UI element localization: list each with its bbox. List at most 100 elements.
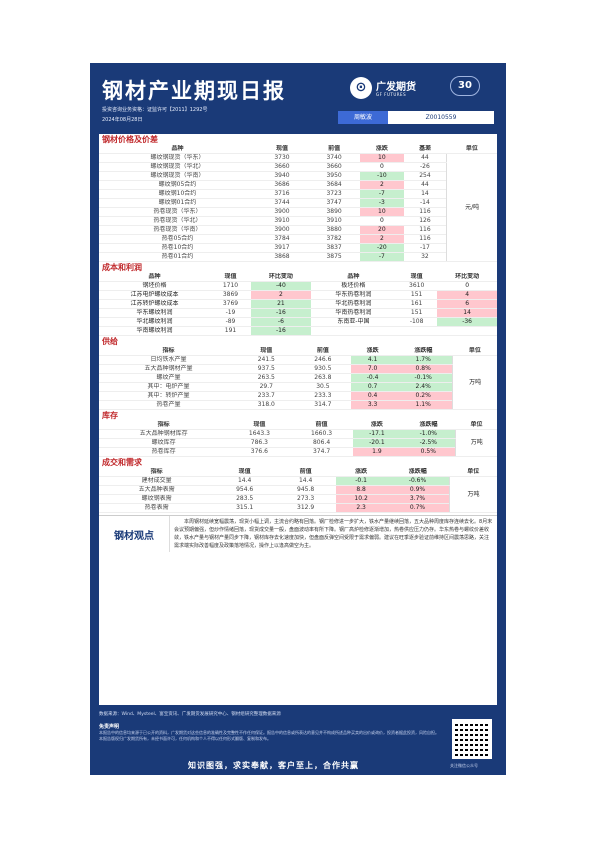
table-cell: 螺纹钢10合约 bbox=[99, 189, 256, 199]
report-title: 钢材产业期现日报 bbox=[102, 78, 286, 103]
table-cell: -20.1 bbox=[352, 438, 402, 448]
table-cell: 233.3 bbox=[294, 391, 352, 401]
table-row: 华东螺纹利润 -19 -16 华南热卷利润 151 14 bbox=[99, 308, 497, 318]
table-cell: 螺纹钢01合约 bbox=[99, 198, 256, 208]
table-cell: 热卷产量 bbox=[99, 400, 238, 410]
table-cell: 螺纹钢现货（华南） bbox=[99, 171, 256, 181]
qr-code bbox=[452, 719, 492, 759]
table-cell: 3917 bbox=[255, 243, 309, 253]
table-cell: -0.1% bbox=[394, 373, 453, 383]
column-header: 前值 bbox=[294, 347, 352, 356]
table-row: 热卷现货（华北） 3910 3910 0 126 bbox=[99, 216, 497, 226]
table-cell: 东南亚-中国 bbox=[310, 317, 397, 327]
header-row: 品种 现值 环比变动 品种 现值 环比变动 bbox=[99, 273, 497, 282]
column-header: 涨跌幅 bbox=[394, 347, 453, 356]
table-cell: -40 bbox=[251, 281, 311, 291]
column-header: 现值 bbox=[396, 273, 438, 282]
table-cell: 3747 bbox=[308, 198, 361, 208]
table-cell: 263.5 bbox=[237, 373, 295, 383]
table-cell: -0.6% bbox=[386, 476, 450, 486]
table-row: 热卷库存 376.6 374.7 1.9 0.5% bbox=[99, 447, 497, 457]
table-cell: -0.1 bbox=[336, 476, 387, 486]
table-cell: 3900 bbox=[255, 225, 309, 235]
table-row: 五大品种钢材库存 1643.3 1660.3 -17.1 -1.0% 万吨 bbox=[99, 429, 497, 457]
table-cell: 376.6 bbox=[228, 447, 291, 457]
table-cell: 其中：转炉产量 bbox=[99, 391, 238, 401]
table-cell: 0.2% bbox=[394, 391, 453, 401]
cost-table: 品种 现值 环比变动 品种 现值 环比变动 钢坯价格 1710 -40 板坯价格 3610 0 江苏电炉… bbox=[99, 273, 497, 336]
column-header: 现值 bbox=[255, 145, 309, 154]
table-cell: 热卷库存 bbox=[99, 447, 229, 457]
column-header: 现值 bbox=[214, 468, 276, 477]
supply-table: 指标 现值 前值 涨跌 涨跌幅 单位 日均铁水产量 241.5 246.6 4.1 1.7% 万吨 五大… bbox=[99, 347, 497, 410]
table-cell: 3660 bbox=[255, 162, 309, 172]
column-header: 品种 bbox=[99, 145, 256, 154]
table-cell: 3730 bbox=[255, 153, 309, 163]
section-title-cost: 成本和利润 bbox=[102, 263, 142, 272]
table-cell: 312.9 bbox=[275, 503, 337, 513]
table-row: 螺纹产量 263.5 263.8 -0.4 -0.1% bbox=[99, 373, 497, 383]
table-cell: 10 bbox=[360, 207, 404, 217]
table-row: 热卷现货（华南） 3900 3880 20 116 bbox=[99, 225, 497, 235]
logo-cn: 广发期货 bbox=[376, 82, 416, 93]
disclaimer-title: 免责声明 bbox=[99, 724, 120, 730]
unit-cell: 万吨 bbox=[455, 429, 497, 457]
column-header: 涨跌 bbox=[336, 468, 387, 477]
table-cell: 10 bbox=[360, 153, 404, 163]
column-header: 指标 bbox=[99, 347, 238, 356]
table-cell: 3686 bbox=[255, 180, 309, 190]
table-cell: 30.5 bbox=[294, 382, 352, 392]
table-cell: 20 bbox=[360, 225, 404, 235]
table-cell: 315.1 bbox=[214, 503, 276, 513]
table-cell: -16 bbox=[251, 326, 311, 336]
table-cell: 3782 bbox=[308, 234, 361, 244]
table-cell: 螺纹钢表需 bbox=[99, 494, 215, 504]
table-row: 建材成交量 14.4 14.4 -0.1 -0.6% 万吨 bbox=[99, 476, 497, 513]
table-cell: 116 bbox=[403, 225, 447, 235]
table-cell: -1.0% bbox=[401, 429, 456, 439]
section-title-trade: 成交和需求 bbox=[102, 458, 142, 467]
analyst-box: 周敏波 Z0010559 bbox=[338, 111, 494, 124]
table-cell: 华北热卷利润 bbox=[310, 299, 397, 309]
table-cell: 3716 bbox=[255, 189, 309, 199]
column-header: 涨跌 bbox=[352, 421, 402, 430]
table-cell: 263.8 bbox=[294, 373, 352, 383]
table-cell: 螺纹钢现货（华东） bbox=[99, 153, 256, 163]
inventory-table: 指标 现值 前值 涨跌 涨跌幅 单位 五大品种钢材库存 1643.3 1660.3 -17.1 -1… bbox=[99, 421, 497, 457]
table-row: 华北螺纹利润 -89 -6 东南亚-中国 -108 -36 bbox=[99, 317, 497, 327]
view-text: 本周钢材延续宽幅震荡，现货小幅上调，主流合约略有回落。钢厂检修进一步扩大，铁水产… bbox=[169, 516, 497, 552]
table-cell: 3869 bbox=[209, 290, 252, 300]
table-cell: -17.1 bbox=[352, 429, 402, 439]
table-cell: 螺纹钢05合约 bbox=[99, 180, 256, 190]
table-row: 螺纹库存 786.3 806.4 -20.1 -2.5% bbox=[99, 438, 497, 448]
table-cell: 3837 bbox=[308, 243, 361, 253]
table-cell: 螺纹产量 bbox=[99, 373, 238, 383]
section-title-price: 钢材价格及价差 bbox=[102, 135, 158, 144]
column-header: 品种 bbox=[310, 273, 397, 282]
table-row: 螺纹钢05合约 3686 3684 2 44 bbox=[99, 180, 497, 190]
table-cell: 建材成交量 bbox=[99, 476, 215, 486]
table-cell: 14 bbox=[403, 189, 447, 199]
license-text: 投资咨询业务资格：证监许可【2011】1292号 bbox=[102, 107, 208, 113]
column-header: 品种 bbox=[99, 273, 210, 282]
disclaimer-text: 本报告中的信息均来源于已公开的资料，广发期货对这些信息的准确性及完整性不作任何保… bbox=[99, 730, 439, 741]
table-cell: 1710 bbox=[209, 281, 252, 291]
table-cell: 3784 bbox=[255, 234, 309, 244]
table-row: 螺纹钢表需 283.5 273.3 10.2 3.7% bbox=[99, 494, 497, 504]
column-header: 前值 bbox=[290, 421, 353, 430]
unit-cell: 元/吨 bbox=[446, 153, 497, 262]
table-cell: 314.7 bbox=[294, 400, 352, 410]
column-header: 涨跌幅 bbox=[386, 468, 450, 477]
analyst-name: 周敏波 bbox=[338, 111, 388, 124]
table-cell: 螺纹库存 bbox=[99, 438, 229, 448]
company-logo: ⊙ 广发期货 GF FUTURES bbox=[350, 77, 445, 103]
table-cell: 0 bbox=[437, 281, 497, 291]
table-cell: 3900 bbox=[255, 207, 309, 217]
table-cell: 2.4% bbox=[394, 382, 453, 392]
table-row: 热卷现货（华东） 3900 3890 10 116 bbox=[99, 207, 497, 217]
report-header: 钢材产业期现日报 投资咨询业务资格：证监许可【2011】1292号 2024年0… bbox=[90, 63, 506, 138]
table-cell: 日均铁水产量 bbox=[99, 355, 238, 365]
table-cell: 0.7% bbox=[386, 503, 450, 513]
header-row: 指标 现值 前值 涨跌 涨跌幅 单位 bbox=[99, 347, 497, 356]
analyst-id: Z0010559 bbox=[388, 111, 494, 124]
